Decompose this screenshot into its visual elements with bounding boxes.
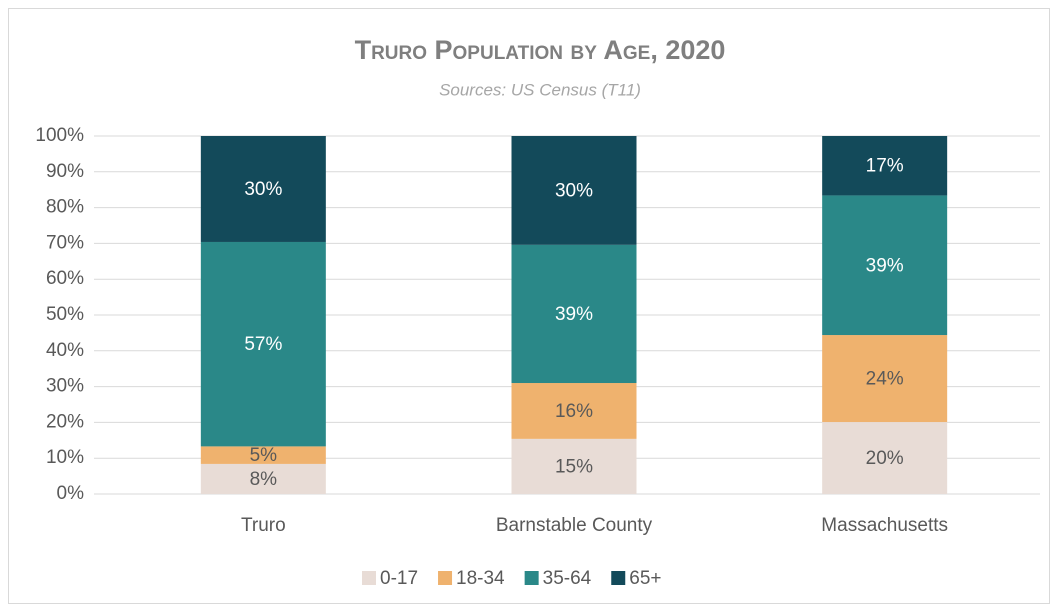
x-tick-label: Truro bbox=[241, 515, 286, 536]
y-tick-label: 60% bbox=[46, 268, 84, 289]
bar-segment bbox=[511, 244, 637, 384]
bar-segment bbox=[200, 241, 326, 447]
data-label: 16% bbox=[555, 401, 593, 422]
y-tick-label: 40% bbox=[46, 340, 84, 361]
legend-swatch bbox=[438, 571, 453, 585]
data-label: 39% bbox=[866, 255, 904, 276]
data-label: 24% bbox=[866, 369, 904, 390]
chart-title: Truro Population by Age, 2020 bbox=[355, 35, 726, 65]
x-tick-label: Massachusetts bbox=[821, 515, 948, 536]
legend-swatch bbox=[524, 571, 539, 585]
chart-subtitle: Sources: US Census (T11) bbox=[439, 80, 641, 99]
data-label: 17% bbox=[866, 156, 904, 177]
legend-label: 0-17 bbox=[380, 568, 418, 589]
data-label: 20% bbox=[866, 448, 904, 469]
data-label: 30% bbox=[555, 180, 593, 201]
bar-segment bbox=[822, 195, 948, 336]
y-tick-label: 100% bbox=[35, 125, 84, 146]
bar-segment bbox=[200, 463, 326, 494]
y-tick-label: 80% bbox=[46, 197, 84, 218]
y-tick-label: 50% bbox=[46, 304, 84, 325]
data-label: 15% bbox=[555, 456, 593, 477]
y-tick-label: 70% bbox=[46, 232, 84, 253]
data-label: 30% bbox=[244, 179, 282, 200]
legend-label: 65+ bbox=[629, 568, 661, 589]
bar-segment bbox=[200, 136, 326, 242]
bar-segment bbox=[511, 438, 637, 494]
legend-swatch bbox=[611, 571, 626, 585]
y-tick-label: 10% bbox=[46, 447, 84, 468]
bar-segment bbox=[822, 422, 948, 494]
y-tick-label: 0% bbox=[57, 483, 85, 504]
y-tick-label: 30% bbox=[46, 376, 84, 397]
legend-label: 35-64 bbox=[543, 568, 592, 589]
bar-segment bbox=[511, 383, 637, 439]
x-tick-label: Barnstable County bbox=[496, 515, 653, 536]
legend-swatch bbox=[362, 571, 376, 585]
y-tick-label: 20% bbox=[46, 411, 84, 432]
bar-segment bbox=[200, 446, 326, 464]
bar-segment bbox=[822, 335, 948, 423]
bar-segment bbox=[822, 136, 948, 196]
y-tick-label: 90% bbox=[46, 161, 84, 182]
bar-segment bbox=[511, 136, 637, 245]
data-label: 39% bbox=[555, 304, 593, 325]
data-label: 5% bbox=[250, 445, 278, 466]
data-label: 8% bbox=[250, 469, 278, 490]
data-label: 57% bbox=[244, 334, 282, 355]
legend-label: 18-34 bbox=[456, 568, 505, 589]
